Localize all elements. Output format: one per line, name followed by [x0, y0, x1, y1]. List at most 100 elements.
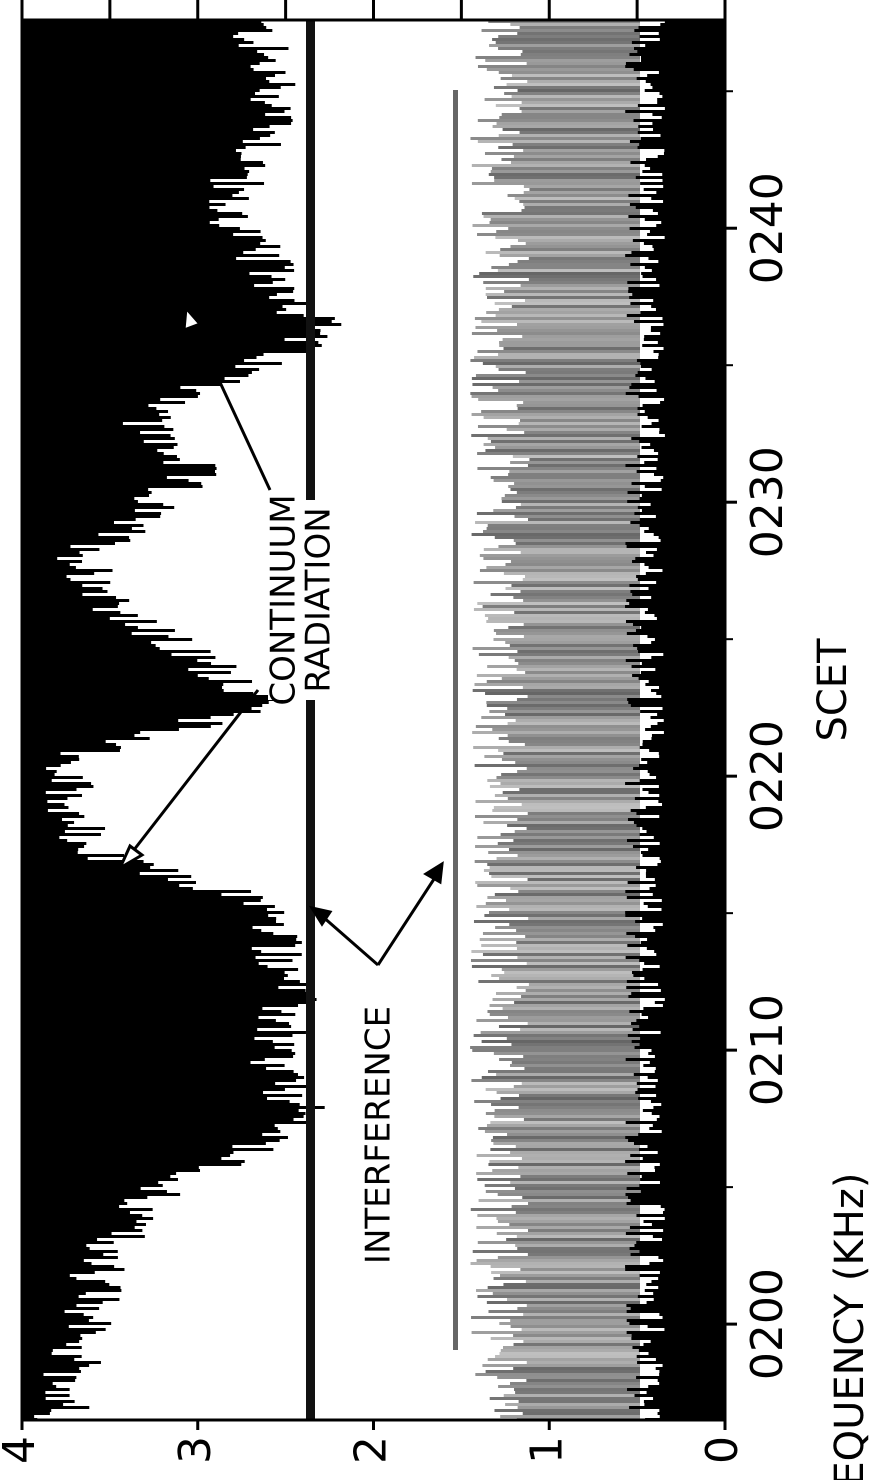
- texture: [483, 215, 640, 218]
- texture: [22, 80, 270, 83]
- texture: [22, 473, 217, 476]
- texture: [22, 944, 296, 947]
- texture: [519, 107, 640, 110]
- texture: [22, 974, 288, 977]
- texture: [22, 980, 300, 983]
- texture: [654, 1001, 725, 1004]
- texture: [630, 809, 725, 812]
- texture: [657, 1079, 725, 1082]
- texture: [22, 455, 177, 458]
- texture: [22, 470, 216, 473]
- texture: [22, 560, 83, 563]
- texture: [528, 1229, 640, 1232]
- texture: [630, 1199, 725, 1202]
- texture: [22, 371, 252, 374]
- texture: [487, 296, 640, 299]
- texture: [22, 1241, 114, 1244]
- texture: [645, 572, 725, 575]
- texture: [22, 1223, 146, 1226]
- texture: [656, 224, 725, 227]
- texture: [501, 158, 640, 161]
- texture: [633, 119, 725, 122]
- texture: [625, 392, 725, 395]
- texture: [478, 980, 640, 983]
- texture: [526, 827, 640, 830]
- texture: [22, 875, 192, 878]
- texture: [649, 1127, 725, 1130]
- texture: [22, 800, 48, 803]
- texture: [639, 35, 725, 38]
- texture: [22, 1208, 153, 1211]
- texture: [498, 1385, 640, 1388]
- texture: [22, 1019, 276, 1022]
- texture: [22, 1070, 294, 1073]
- texture: [625, 659, 725, 662]
- texture: [22, 746, 121, 749]
- texture: [22, 1067, 267, 1070]
- texture: [486, 1301, 640, 1304]
- texture: [517, 956, 640, 959]
- texture: [496, 1217, 640, 1220]
- texture: [22, 962, 259, 965]
- texture: [640, 137, 725, 140]
- texture: [487, 1070, 640, 1073]
- texture: [22, 458, 180, 461]
- texture: [517, 260, 640, 263]
- texture: [639, 497, 725, 500]
- texture: [487, 863, 640, 866]
- texture: [660, 332, 725, 335]
- texture: [472, 647, 640, 650]
- texture: [476, 1154, 640, 1157]
- texture: [647, 1325, 725, 1328]
- texture: [630, 161, 725, 164]
- texture: [483, 557, 640, 560]
- texture: [646, 830, 725, 833]
- texture: [488, 1310, 640, 1313]
- texture: [659, 857, 725, 860]
- texture: [22, 698, 284, 701]
- texture: [22, 485, 203, 488]
- texture: [630, 704, 725, 707]
- texture: [647, 608, 725, 611]
- texture: [515, 1211, 640, 1214]
- texture: [471, 965, 640, 968]
- texture: [645, 728, 725, 731]
- texture: [22, 602, 120, 605]
- texture: [22, 305, 283, 308]
- texture: [515, 719, 640, 722]
- texture: [634, 512, 725, 515]
- texture: [630, 1253, 725, 1256]
- texture: [496, 776, 640, 779]
- texture: [22, 197, 249, 200]
- texture: [22, 674, 198, 677]
- texture: [495, 314, 640, 317]
- texture: [22, 1322, 112, 1325]
- texture: [22, 431, 141, 434]
- texture: [510, 1181, 640, 1184]
- texture: [659, 965, 725, 968]
- texture: [517, 1307, 640, 1310]
- texture: [633, 644, 725, 647]
- texture: [503, 1283, 640, 1286]
- texture: [487, 779, 640, 782]
- texture: [639, 1043, 725, 1046]
- texture: [517, 239, 640, 242]
- texture: [651, 368, 725, 371]
- texture: [22, 1193, 181, 1196]
- texture: [22, 368, 260, 371]
- texture: [653, 1397, 725, 1400]
- texture: [653, 128, 725, 131]
- texture: [506, 428, 640, 431]
- texture: [22, 422, 123, 425]
- texture: [653, 554, 725, 557]
- texture: [514, 830, 640, 833]
- texture: [629, 584, 725, 587]
- texture: [657, 155, 725, 158]
- texture: [22, 1082, 276, 1085]
- texture: [658, 71, 725, 74]
- texture: [650, 326, 725, 329]
- texture: [508, 227, 640, 230]
- texture: [519, 131, 640, 134]
- texture: [22, 779, 52, 782]
- texture: [475, 374, 640, 377]
